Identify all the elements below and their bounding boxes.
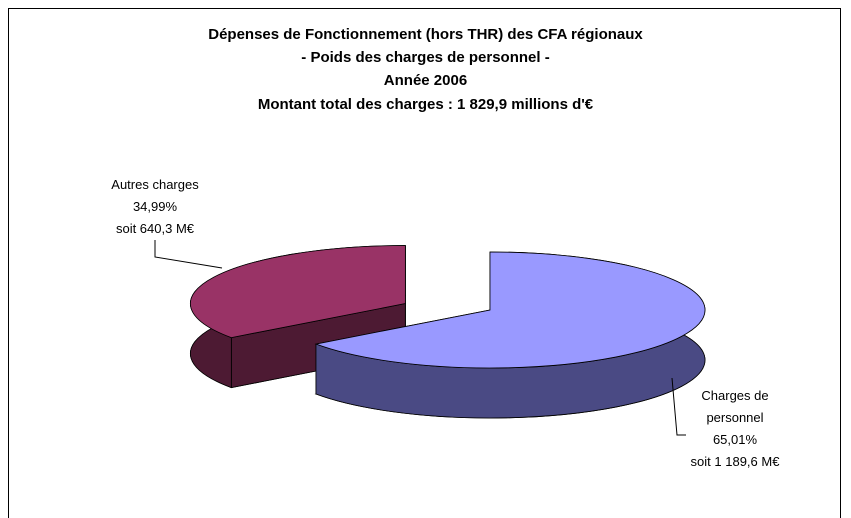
value-label: 34,99% <box>132 199 178 214</box>
chart-title: Montant total des charges : 1 829,9 mill… <box>257 96 594 113</box>
category-label: Autres charges <box>111 177 199 192</box>
slice <box>314 251 706 369</box>
leader-line <box>154 240 223 269</box>
chart-title: Année 2006 <box>383 72 468 89</box>
chart-title: - Poids des charges de personnel - <box>301 49 550 66</box>
amount-label: soit 640,3 M€ <box>115 221 195 236</box>
chart-title: Dépenses de Fonctionnement (hors THR) de… <box>208 26 643 43</box>
leader-line <box>671 377 686 436</box>
slice-label: Autres charges 34,99% soit 640,3 M€ <box>85 174 225 240</box>
chart-frame <box>8 8 841 518</box>
slice-label: Charges de personnel 65,01% soit 1 189,6… <box>680 385 790 473</box>
slice <box>189 245 406 339</box>
pie <box>189 245 706 419</box>
value-label: 65,01% <box>712 432 758 447</box>
amount-label: soit 1 189,6 M€ <box>690 454 780 469</box>
category-label: Charges de personnel <box>701 388 769 425</box>
